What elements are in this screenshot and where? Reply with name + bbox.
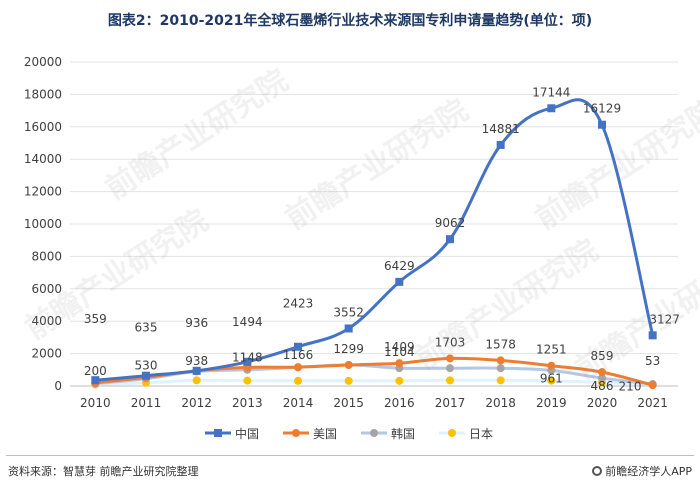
y-tick-label: 4000 [31, 314, 62, 328]
y-tick-label: 0 [54, 379, 62, 393]
brand-logo-icon [592, 466, 603, 476]
x-tick-label: 2018 [485, 396, 516, 410]
data-point [446, 364, 454, 373]
x-tick-label: 2017 [435, 396, 466, 410]
data-label: 9062 [435, 216, 466, 230]
data-label: 3552 [333, 305, 364, 319]
data-label: 14881 [482, 122, 520, 136]
data-point [243, 357, 252, 366]
y-tick-label: 2000 [31, 347, 62, 361]
series-line-3 [95, 378, 653, 386]
data-point [446, 235, 454, 244]
data-label: 2423 [283, 297, 314, 311]
data-point [496, 356, 505, 365]
data-point [446, 376, 454, 385]
legend-marker [448, 429, 456, 437]
data-label: 210 [619, 380, 642, 394]
data-label: 530 [135, 358, 158, 372]
y-tick-label: 20000 [24, 55, 62, 69]
x-tick-label: 2014 [283, 396, 314, 410]
data-point [547, 104, 556, 113]
x-tick-label: 2020 [587, 396, 618, 410]
brand-label: 前瞻经济学人APP [592, 463, 692, 479]
legend-label: 韩国 [391, 426, 415, 441]
series-line-0 [95, 98, 655, 382]
data-point [598, 120, 606, 129]
data-point [243, 376, 252, 385]
data-label: 1148 [232, 350, 263, 364]
data-point [648, 381, 657, 390]
y-tick-label: 6000 [31, 282, 62, 296]
data-point [91, 376, 100, 385]
data-label: 200 [84, 364, 107, 378]
data-label: 1578 [485, 337, 516, 351]
data-label: 1494 [232, 315, 263, 329]
y-tick-label: 14000 [24, 152, 62, 166]
data-label: 961 [540, 371, 563, 385]
data-point [142, 371, 150, 380]
data-point [648, 331, 657, 340]
footer-divider [6, 455, 694, 456]
data-label: 938 [185, 354, 208, 368]
x-tick-label: 2013 [232, 396, 263, 410]
data-label: 1409 [384, 340, 415, 354]
data-point [395, 359, 404, 368]
data-point [496, 376, 505, 385]
data-point [294, 342, 302, 351]
data-label: 936 [185, 316, 208, 330]
data-point [192, 366, 201, 375]
y-tick-label: 10000 [24, 217, 62, 231]
data-point [344, 376, 353, 385]
data-point [547, 376, 556, 385]
legend-marker [370, 429, 378, 437]
data-point [496, 140, 505, 149]
legend-label: 美国 [313, 427, 337, 441]
y-tick-label: 18000 [24, 87, 62, 101]
data-point [547, 361, 556, 370]
x-tick-label: 2015 [333, 396, 364, 410]
line-chart: 0 2000 4000 6000 8000 10000 12000 14000 16000 180… [24, 55, 680, 441]
data-label: 1299 [333, 342, 364, 356]
data-point [598, 374, 606, 383]
data-label: 17144 [532, 85, 570, 99]
data-label: 53 [645, 354, 660, 368]
data-point [446, 354, 454, 363]
data-point [344, 360, 353, 369]
x-tick-label: 2010 [80, 396, 111, 410]
data-label: 1703 [435, 335, 466, 349]
data-label: 1104 [384, 345, 415, 359]
brand-text: 前瞻经济学人APP [605, 465, 692, 478]
data-label: 16129 [583, 102, 621, 116]
legend-marker [292, 429, 300, 437]
data-label: 1166 [283, 348, 314, 362]
chart-title: 图表2：2010-2021年全球石墨烯行业技术来源国专利申请量趋势(单位：项) [107, 13, 593, 29]
data-label: 1251 [536, 343, 567, 357]
data-label: 359 [84, 312, 107, 326]
data-point [395, 376, 404, 385]
data-label: 6429 [384, 259, 415, 273]
y-tick-label: 12000 [24, 185, 62, 199]
data-label: 635 [135, 321, 158, 335]
data-point [192, 376, 201, 385]
x-tick-label: 2011 [131, 396, 162, 410]
x-tick-label: 2019 [536, 396, 567, 410]
data-point [598, 368, 606, 377]
legend-label: 中国 [235, 426, 259, 441]
data-label: 859 [591, 349, 614, 363]
data-point [294, 376, 302, 385]
legend-label: 日本 [469, 427, 493, 441]
data-label: 3127 [649, 312, 680, 326]
data-label: 486 [591, 379, 614, 393]
x-tick-label: 2016 [384, 396, 415, 410]
source-note: 资料来源：智慧芽 前瞻产业研究院整理 [8, 465, 199, 478]
legend-marker [214, 429, 222, 437]
data-point [294, 363, 302, 372]
data-point [344, 324, 353, 333]
x-tick-label: 2012 [181, 396, 212, 410]
y-tick-label: 8000 [31, 249, 62, 263]
y-tick-label: 16000 [24, 120, 62, 134]
data-point [496, 364, 505, 373]
x-tick-label: 2021 [637, 396, 668, 410]
data-point [395, 277, 404, 286]
